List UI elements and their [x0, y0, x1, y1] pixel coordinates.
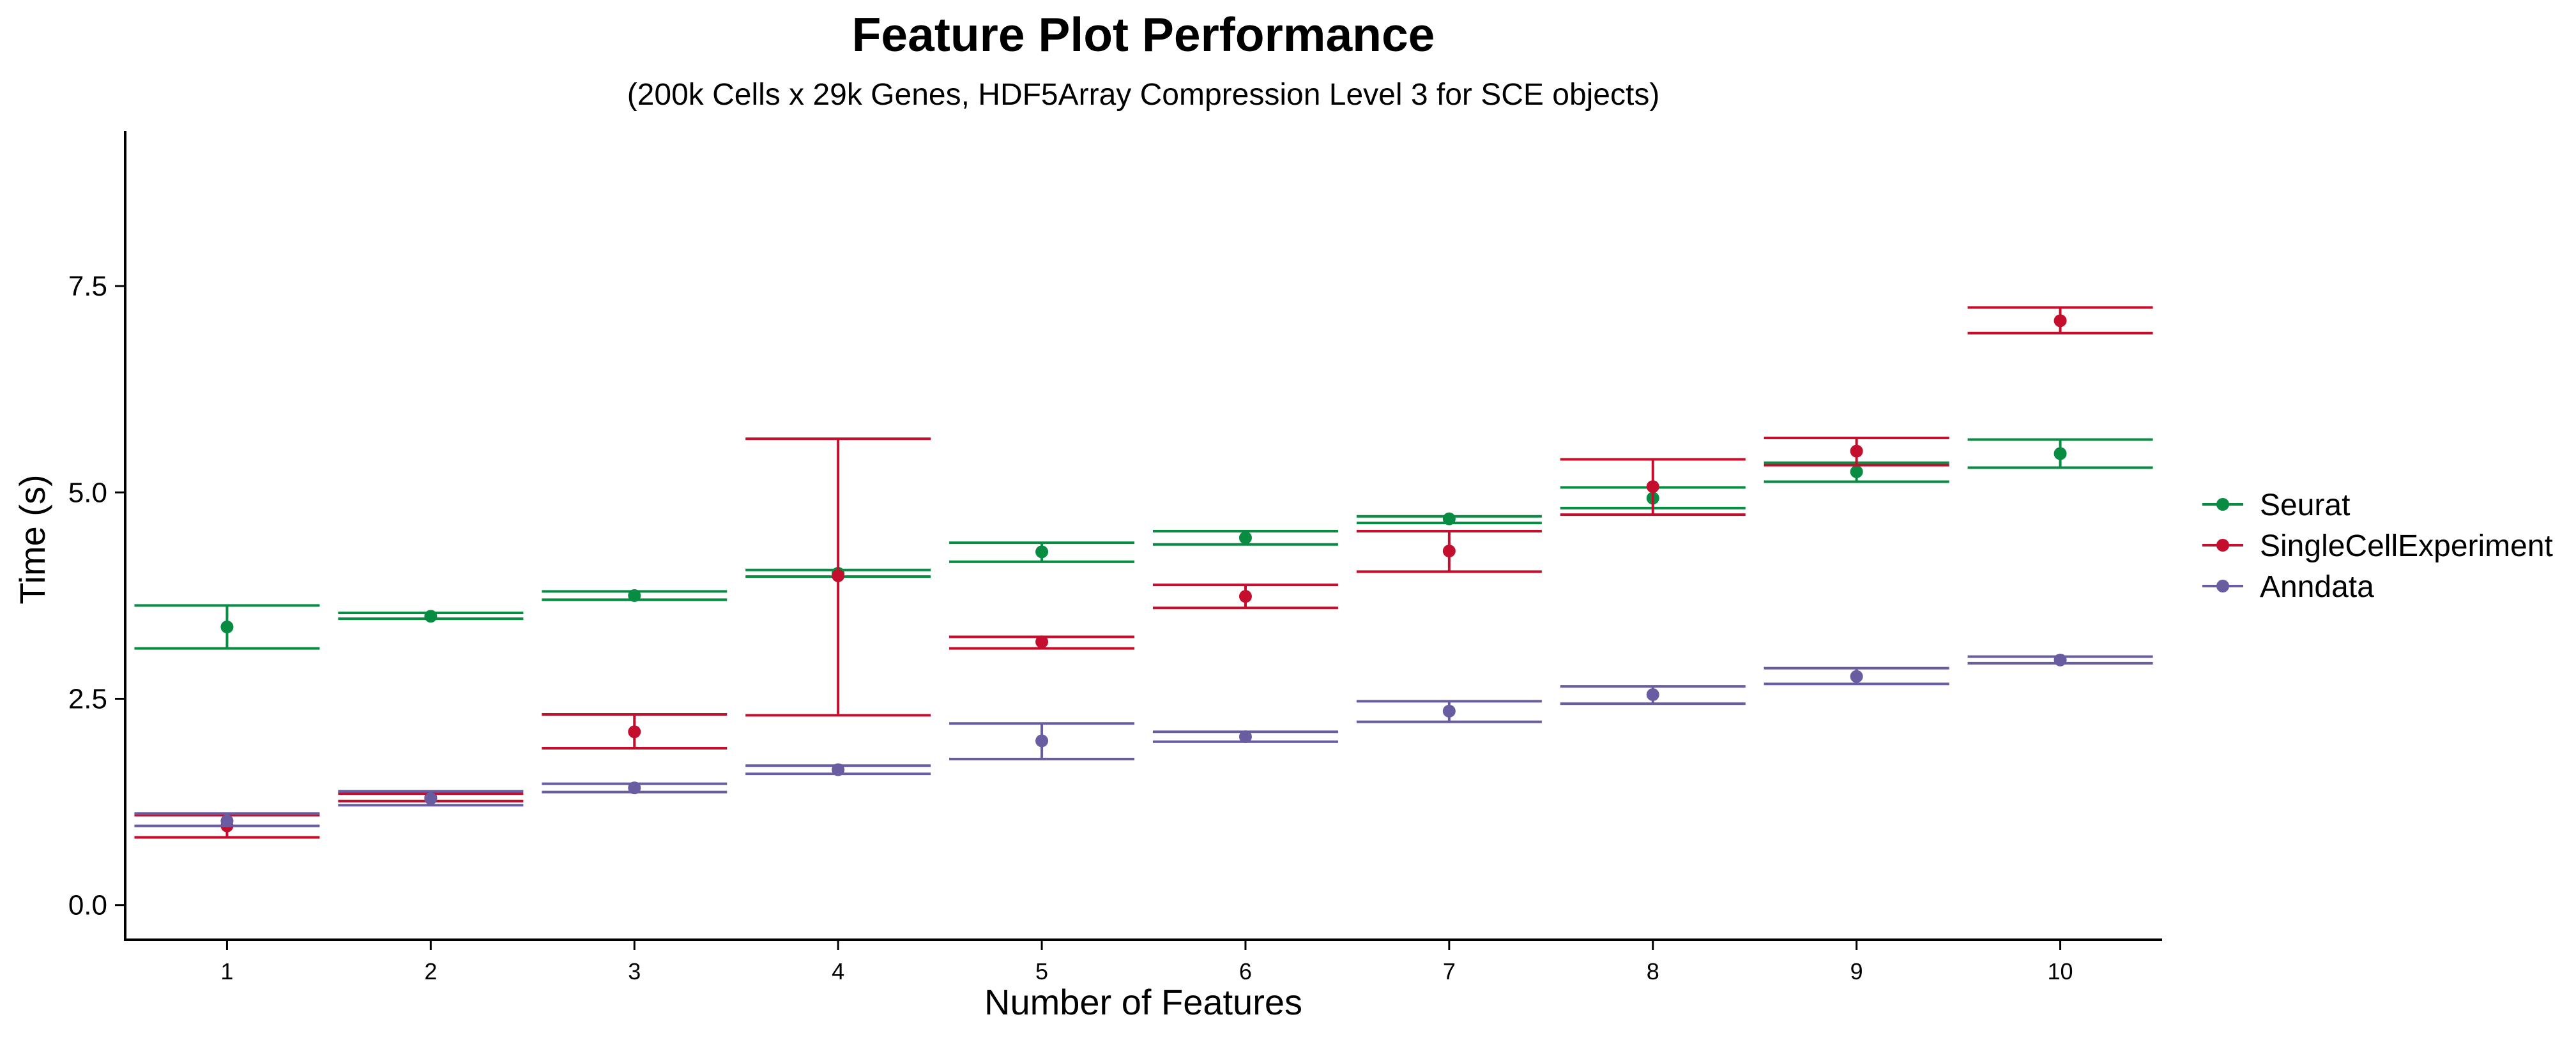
x-tick-label: 4: [832, 958, 844, 984]
data-point: [1442, 512, 1456, 525]
y-tick-label: 5.0: [68, 477, 107, 508]
data-point: [1238, 531, 1252, 545]
data-point: [832, 569, 845, 582]
y-tick-label: 2.5: [68, 683, 107, 714]
data-point: [628, 589, 641, 602]
x-tick-label: 3: [628, 958, 641, 984]
data-point: [424, 610, 438, 623]
legend-key-point: [2216, 580, 2229, 592]
x-tick-label: 6: [1239, 958, 1252, 984]
data-point: [1035, 635, 1049, 649]
plot-area: [134, 306, 2153, 839]
y-axis: 0.0 2.5 5.0 7.5: [68, 271, 125, 921]
data-point: [1646, 480, 1659, 494]
legend: Seurat SingleCellExperiment Anndata: [2202, 488, 2553, 604]
x-axis: 1 2 3 4 5 6 7 8 9 10: [220, 940, 2073, 984]
x-axis-title: Number of Features: [984, 982, 1302, 1022]
chart-subtitle: (200k Cells x 29k Genes, HDF5Array Compr…: [627, 78, 1660, 112]
series-anndata: [134, 653, 2153, 827]
data-point: [1646, 688, 1659, 702]
legend-key-point: [2216, 539, 2229, 552]
data-point: [1850, 670, 1863, 683]
data-point: [1035, 545, 1049, 559]
x-tick-label: 2: [424, 958, 437, 984]
series-singlecellexperiment: [134, 306, 2153, 839]
data-point: [628, 781, 641, 795]
data-point: [2054, 447, 2067, 460]
data-point: [628, 725, 641, 739]
y-tick-label: 0.0: [68, 890, 107, 921]
legend-item: SingleCellExperiment: [2202, 529, 2553, 563]
x-tick-label: 9: [1850, 958, 1863, 984]
data-point: [1238, 730, 1252, 743]
data-point: [832, 763, 845, 776]
legend-key-point: [2216, 498, 2229, 511]
x-tick-label: 5: [1035, 958, 1048, 984]
data-point: [220, 814, 234, 827]
legend-label: Seurat: [2260, 488, 2350, 522]
x-tick-label: 7: [1443, 958, 1456, 984]
y-tick-label: 7.5: [68, 271, 107, 302]
data-point: [1238, 590, 1252, 603]
legend-label: SingleCellExperiment: [2260, 529, 2553, 563]
x-tick-label: 1: [220, 958, 233, 984]
data-point: [2054, 653, 2067, 667]
data-point: [220, 621, 234, 634]
data-point: [1442, 704, 1456, 718]
series-seurat: [134, 438, 2153, 650]
data-point: [1442, 545, 1456, 558]
legend-item: Anndata: [2202, 570, 2374, 604]
legend-label: Anndata: [2260, 570, 2374, 604]
x-tick-label: 10: [2048, 958, 2073, 984]
data-point: [424, 792, 438, 805]
legend-item: Seurat: [2202, 488, 2350, 522]
y-axis-title: Time (s): [12, 474, 52, 604]
x-tick-label: 8: [1647, 958, 1659, 984]
data-point: [1850, 444, 1863, 458]
chart-title: Feature Plot Performance: [852, 8, 1435, 61]
data-point: [2054, 314, 2067, 328]
data-point: [1035, 734, 1049, 748]
data-point: [1850, 465, 1863, 478]
